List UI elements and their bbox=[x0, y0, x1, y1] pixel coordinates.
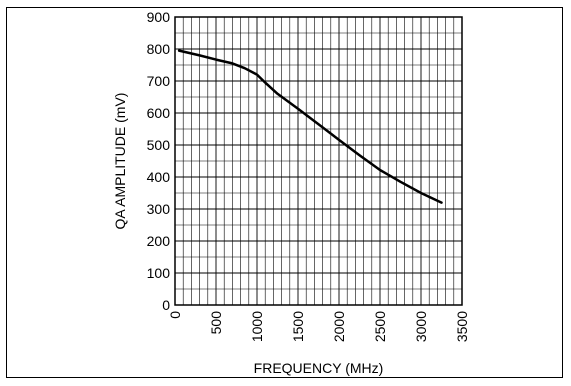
x-tick-label: 1000 bbox=[249, 311, 265, 342]
y-tick-label: 900 bbox=[147, 9, 171, 25]
y-tick-label: 400 bbox=[147, 169, 171, 185]
y-tick-label: 800 bbox=[147, 41, 171, 57]
x-tick-label: 2500 bbox=[372, 311, 388, 342]
y-tick-label: 100 bbox=[147, 265, 171, 281]
y-tick-label: 700 bbox=[147, 73, 171, 89]
tick-labels: 0 100 200 300 400 500 600 700 800 900 0 500 1000 1500… bbox=[147, 9, 470, 342]
y-tick-label: 200 bbox=[147, 233, 171, 249]
y-tick-label: 600 bbox=[147, 105, 171, 121]
x-tick-label: 2000 bbox=[331, 311, 347, 342]
y-tick-label: 500 bbox=[147, 137, 171, 153]
y-axis-title: QA AMPLITUDE (mV) bbox=[112, 93, 128, 230]
x-tick-label: 1500 bbox=[290, 311, 306, 342]
y-tick-label: 300 bbox=[147, 201, 171, 217]
x-tick-label: 0 bbox=[167, 311, 183, 319]
x-tick-label: 3500 bbox=[454, 311, 470, 342]
x-tick-label: 3000 bbox=[413, 311, 429, 342]
series-line bbox=[177, 49, 443, 204]
grid bbox=[175, 17, 462, 305]
y-tick-label: 0 bbox=[162, 297, 170, 313]
figure-frame bbox=[6, 7, 563, 378]
plot-area bbox=[174, 16, 463, 306]
x-axis-title: FREQUENCY (MHz) bbox=[254, 360, 384, 376]
x-tick-label: 500 bbox=[208, 311, 224, 335]
